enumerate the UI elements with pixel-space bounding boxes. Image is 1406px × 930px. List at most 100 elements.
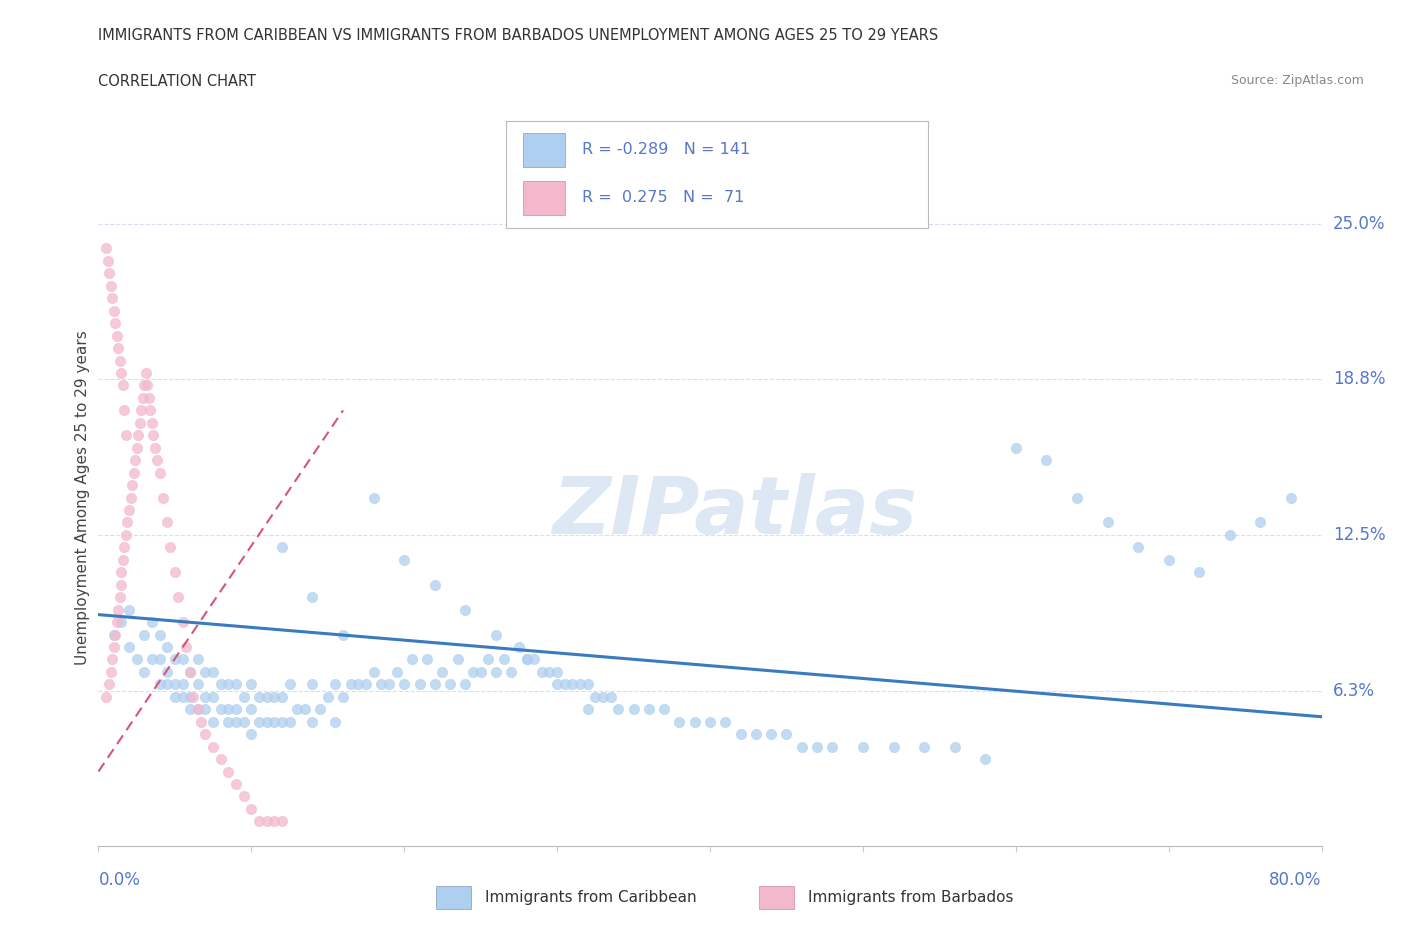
Point xyxy=(652,702,675,717)
Point xyxy=(546,677,568,692)
Point xyxy=(477,652,499,667)
Point xyxy=(209,677,232,692)
Point xyxy=(501,665,523,680)
Point xyxy=(187,702,209,717)
Point xyxy=(883,739,905,754)
Point xyxy=(270,689,292,704)
Text: R =  0.275   N =  71: R = 0.275 N = 71 xyxy=(582,191,744,206)
Point xyxy=(806,739,828,754)
Point xyxy=(149,627,172,642)
Point xyxy=(172,615,194,630)
Point xyxy=(339,677,361,692)
Point xyxy=(111,552,134,567)
Point xyxy=(194,689,217,704)
Point xyxy=(1249,515,1271,530)
Point xyxy=(423,578,446,592)
Point xyxy=(256,689,278,704)
Point xyxy=(232,714,254,729)
Point xyxy=(1219,527,1241,542)
Point xyxy=(423,677,446,692)
Point xyxy=(294,702,316,717)
Point xyxy=(134,665,156,680)
Point xyxy=(190,714,212,729)
Point xyxy=(142,428,165,443)
Point xyxy=(256,714,278,729)
Point xyxy=(103,303,125,318)
Text: Source: ZipAtlas.com: Source: ZipAtlas.com xyxy=(1230,74,1364,87)
Point xyxy=(134,627,156,642)
Point xyxy=(112,540,135,555)
Point xyxy=(263,714,285,729)
Point xyxy=(447,652,470,667)
Point xyxy=(301,590,323,604)
Point xyxy=(454,603,477,618)
Point xyxy=(135,365,157,380)
Point xyxy=(278,714,301,729)
Point xyxy=(325,677,347,692)
Text: 12.5%: 12.5% xyxy=(1333,526,1385,544)
Point xyxy=(790,739,813,754)
Point xyxy=(139,403,162,418)
Point xyxy=(187,702,209,717)
Point xyxy=(152,490,174,505)
Point xyxy=(132,391,155,405)
Point xyxy=(98,266,121,281)
Point xyxy=(105,615,128,630)
Point xyxy=(110,578,132,592)
Point xyxy=(122,465,145,480)
Point xyxy=(583,689,606,704)
Point xyxy=(683,714,706,729)
Point xyxy=(363,490,385,505)
Point xyxy=(852,739,875,754)
Point xyxy=(943,739,966,754)
Point xyxy=(240,726,263,741)
Point xyxy=(118,502,141,517)
Point xyxy=(485,627,508,642)
Point xyxy=(107,340,129,355)
Point xyxy=(392,677,416,692)
Point xyxy=(110,365,132,380)
Point xyxy=(325,714,347,729)
Text: R = -0.289   N = 141: R = -0.289 N = 141 xyxy=(582,142,751,157)
Bar xyxy=(436,885,471,910)
Point xyxy=(240,702,263,717)
Point xyxy=(263,689,285,704)
Point xyxy=(179,665,201,680)
Point xyxy=(232,689,254,704)
Point xyxy=(240,802,263,817)
Point xyxy=(301,714,323,729)
Point xyxy=(225,777,247,791)
Point xyxy=(103,640,125,655)
Point xyxy=(714,714,737,729)
Point xyxy=(194,702,217,717)
Point xyxy=(569,677,592,692)
Point xyxy=(270,814,292,829)
Point xyxy=(347,677,370,692)
Point xyxy=(202,714,225,729)
Point xyxy=(247,714,270,729)
Point xyxy=(101,291,124,306)
Point xyxy=(576,677,599,692)
Bar xyxy=(523,180,565,215)
Point xyxy=(408,677,430,692)
Text: ZIPatlas: ZIPatlas xyxy=(553,472,917,551)
Point xyxy=(179,689,201,704)
Point xyxy=(492,652,515,667)
Point xyxy=(217,702,239,717)
Point xyxy=(187,677,209,692)
Point xyxy=(163,652,186,667)
Point xyxy=(592,689,614,704)
Point xyxy=(759,726,782,741)
Point xyxy=(1188,565,1211,579)
Point xyxy=(508,640,530,655)
Point xyxy=(174,640,197,655)
Point xyxy=(775,726,797,741)
Point xyxy=(974,751,997,766)
Point xyxy=(202,689,225,704)
Point xyxy=(217,714,239,729)
Point xyxy=(145,453,167,468)
Point xyxy=(172,677,194,692)
Point xyxy=(354,677,377,692)
Point xyxy=(149,465,172,480)
Point xyxy=(821,739,844,754)
